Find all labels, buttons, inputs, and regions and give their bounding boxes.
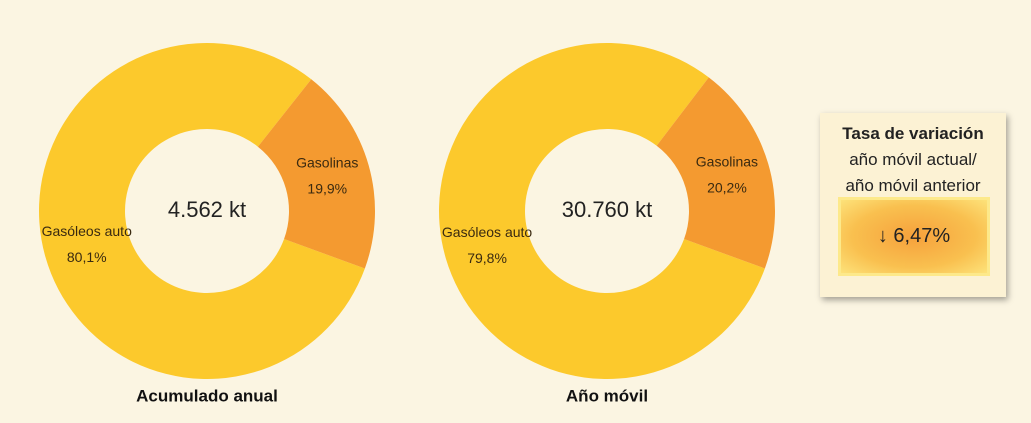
box-line: año móvil actual/: [849, 150, 977, 169]
donut-slice: [656, 77, 775, 269]
box-title: Tasa de variación: [842, 124, 984, 143]
slice-value: 80,1%: [67, 249, 107, 265]
donut-slice: [257, 79, 375, 269]
donut-slice: [438, 42, 765, 379]
center-label: 30.760 kt: [562, 197, 653, 222]
slice-name: Gasóleos auto: [442, 224, 532, 240]
box-value: ↓ 6,47%: [838, 197, 990, 276]
variation-box: Tasa de variación año móvil actual/ año …: [820, 113, 1006, 297]
donut-slice: [39, 42, 365, 379]
slice-value: 79,8%: [467, 250, 507, 266]
slice-name: Gasolinas: [696, 153, 758, 169]
charts: Gasóleos auto 80,1% Gasolinas 19,9% 4.562 kt…: [39, 42, 775, 405]
slice-name: Gasolinas: [296, 155, 358, 171]
slice-value: 20,2%: [707, 179, 747, 195]
chart-title: Año móvil: [566, 386, 648, 405]
center-label: 4.562 kt: [168, 197, 246, 222]
chart-title: Acumulado anual: [136, 386, 278, 405]
box-line: año móvil anterior: [845, 176, 981, 195]
slice-name: Gasóleos auto: [42, 223, 132, 239]
slice-value: 19,9%: [307, 181, 347, 197]
